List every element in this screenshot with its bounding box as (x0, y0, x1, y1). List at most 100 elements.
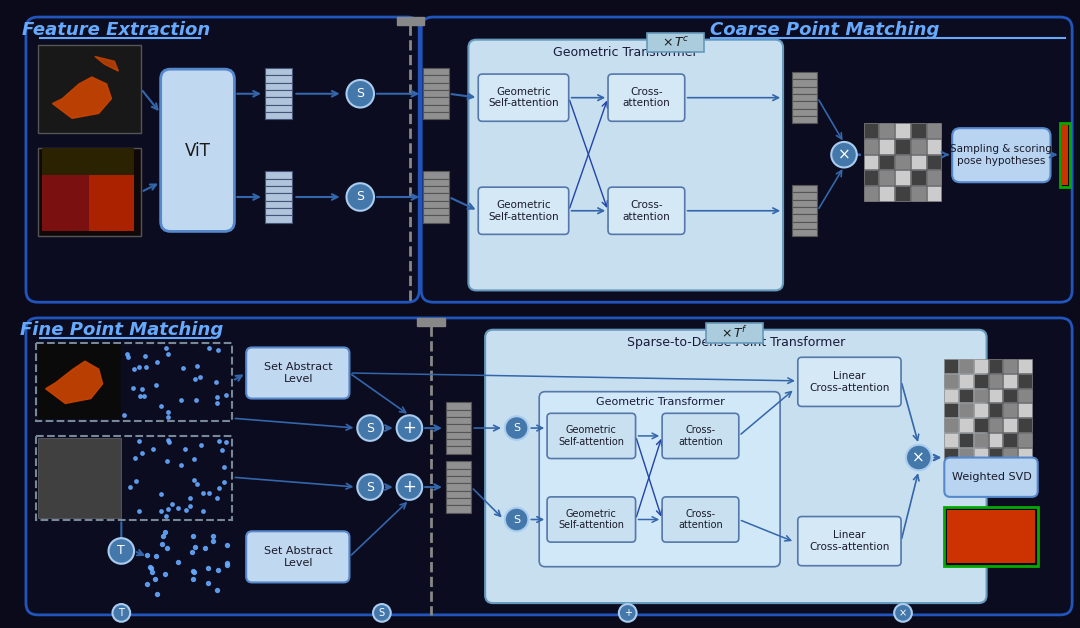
Point (131, 362, 148, 372)
Bar (1003, 359, 1017, 373)
Point (208, 392, 226, 402)
Point (120, 352, 137, 362)
Bar (265, 171, 293, 179)
Bar (927, 139, 942, 154)
Bar (423, 193, 449, 200)
Point (157, 528, 174, 538)
Circle shape (832, 142, 856, 168)
Point (181, 501, 199, 511)
Point (131, 506, 148, 516)
Bar (423, 171, 449, 179)
Bar (265, 215, 293, 222)
Circle shape (619, 604, 636, 622)
Bar (265, 193, 293, 200)
FancyBboxPatch shape (246, 347, 350, 399)
Point (136, 351, 153, 361)
Text: Fine Point Matching: Fine Point Matching (19, 321, 222, 338)
Point (173, 395, 190, 405)
Point (121, 482, 138, 492)
Point (158, 511, 175, 521)
Bar (42, 173, 89, 231)
Bar (910, 139, 926, 154)
Text: Geometric
Self-attention: Geometric Self-attention (558, 425, 624, 447)
Circle shape (396, 415, 422, 441)
Point (176, 445, 193, 455)
Point (194, 489, 212, 499)
Bar (423, 112, 449, 119)
Polygon shape (45, 361, 103, 403)
Bar (38, 45, 141, 133)
Bar (959, 389, 973, 403)
Bar (1003, 389, 1017, 403)
FancyBboxPatch shape (246, 531, 350, 582)
FancyBboxPatch shape (953, 128, 1051, 182)
Bar (423, 200, 449, 208)
Circle shape (906, 445, 932, 470)
Point (144, 445, 161, 455)
Point (208, 493, 226, 503)
FancyBboxPatch shape (548, 497, 635, 542)
Point (172, 460, 189, 470)
Point (134, 384, 151, 394)
Bar (910, 170, 926, 185)
Bar (792, 207, 818, 214)
Circle shape (357, 415, 383, 441)
Text: T: T (119, 608, 124, 618)
Bar (927, 186, 942, 201)
Point (163, 499, 180, 509)
Point (208, 585, 226, 595)
Bar (959, 403, 973, 417)
Point (170, 503, 187, 513)
Point (141, 561, 159, 571)
Point (148, 380, 165, 390)
Bar (446, 447, 471, 453)
Bar (792, 214, 818, 222)
Point (213, 445, 230, 455)
Text: ×: × (913, 450, 926, 465)
Text: Sparse-to-Dense Point Transformer: Sparse-to-Dense Point Transformer (626, 336, 845, 349)
Bar (988, 418, 1002, 432)
Bar (1003, 403, 1017, 417)
Bar (446, 490, 471, 498)
FancyBboxPatch shape (478, 74, 569, 121)
Point (204, 536, 221, 546)
Point (217, 437, 234, 447)
Point (186, 567, 203, 577)
Bar (446, 498, 471, 506)
Text: Geometric
Self-attention: Geometric Self-attention (488, 87, 558, 109)
Bar (879, 186, 894, 201)
Point (186, 453, 203, 463)
Point (200, 343, 217, 353)
Bar (959, 418, 973, 432)
Bar (910, 186, 926, 201)
Bar (446, 468, 471, 476)
Point (210, 436, 227, 447)
Bar (792, 229, 818, 236)
Bar (446, 439, 471, 447)
Bar (927, 170, 942, 185)
Point (208, 398, 226, 408)
Bar (944, 507, 1038, 566)
Point (184, 546, 201, 556)
Point (170, 558, 187, 568)
Bar (423, 68, 449, 75)
Bar (792, 109, 818, 116)
Bar (446, 506, 471, 512)
Bar (36, 342, 232, 421)
Text: S: S (513, 514, 521, 524)
Text: Geometric Transformer: Geometric Transformer (553, 46, 698, 59)
Bar (265, 179, 293, 186)
Bar (895, 186, 909, 201)
Point (218, 558, 235, 568)
Bar (36, 436, 232, 519)
Bar (910, 154, 926, 170)
Point (191, 372, 208, 382)
Bar (792, 222, 818, 229)
Bar (446, 425, 471, 431)
Point (127, 476, 145, 486)
Text: S: S (379, 608, 384, 618)
Point (135, 391, 152, 401)
FancyBboxPatch shape (539, 392, 780, 566)
Bar (446, 403, 471, 410)
Point (211, 483, 228, 493)
